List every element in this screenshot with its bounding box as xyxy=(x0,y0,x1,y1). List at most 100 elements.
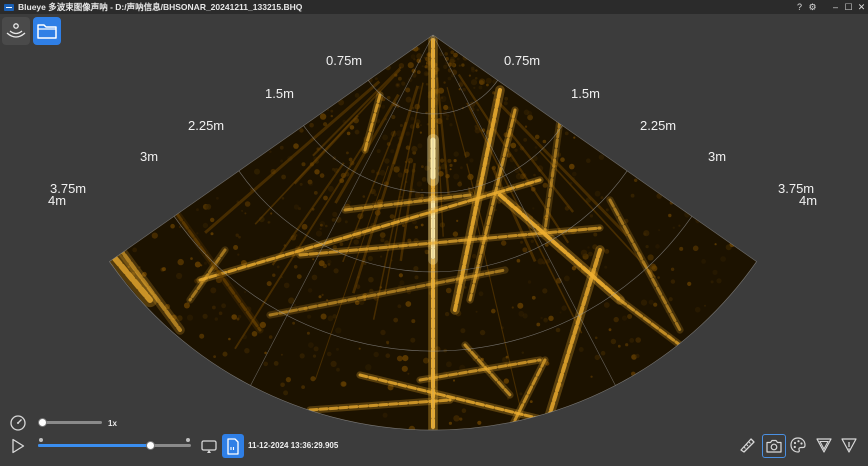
speckle xyxy=(478,85,483,90)
speckle xyxy=(421,188,423,191)
speckle xyxy=(600,196,604,200)
record-button[interactable] xyxy=(222,434,244,458)
speckle xyxy=(221,303,227,309)
gain-button[interactable] xyxy=(815,436,833,454)
speckle xyxy=(687,281,692,286)
close-button[interactable]: ✕ xyxy=(857,1,866,12)
speckle xyxy=(386,340,390,344)
speckle xyxy=(380,255,383,258)
settings-icon[interactable]: ⚙ xyxy=(808,1,817,12)
loop-button[interactable] xyxy=(200,437,218,455)
minimize-button[interactable]: – xyxy=(832,2,838,12)
play-button[interactable] xyxy=(10,437,26,455)
speckle xyxy=(542,288,548,294)
speckle xyxy=(321,293,324,296)
speckle xyxy=(545,361,550,366)
speckle xyxy=(653,302,658,307)
speckle xyxy=(458,180,462,184)
speckle xyxy=(251,331,258,337)
speckle-streak xyxy=(468,187,522,410)
speckle-streak xyxy=(352,121,408,294)
speckle xyxy=(444,52,449,56)
speckle xyxy=(410,54,416,60)
speckle xyxy=(320,313,327,320)
speckle xyxy=(594,336,598,340)
speckle xyxy=(327,315,334,322)
speckle xyxy=(447,76,452,81)
speckle xyxy=(196,208,199,212)
speckle xyxy=(647,254,654,261)
speckle xyxy=(348,157,353,162)
speckle xyxy=(235,233,239,237)
speckle xyxy=(520,240,524,244)
open-file-button[interactable] xyxy=(33,17,61,45)
speckle xyxy=(396,130,403,137)
speckle xyxy=(479,80,484,85)
progress-end-marker xyxy=(186,438,190,442)
speed-slider-track[interactable] xyxy=(40,421,102,424)
measure-button[interactable] xyxy=(738,436,756,454)
screenshot-button[interactable] xyxy=(762,434,786,458)
speckle xyxy=(449,123,453,127)
speckle xyxy=(338,99,345,106)
speckle xyxy=(572,171,577,177)
speckle xyxy=(629,338,635,343)
progress-start-marker xyxy=(39,438,43,442)
speckle xyxy=(395,82,401,88)
speckle xyxy=(446,361,452,368)
speckle xyxy=(605,208,609,212)
speckle xyxy=(531,295,536,300)
speckle xyxy=(376,149,381,154)
speckle xyxy=(474,125,478,129)
speckle xyxy=(456,219,459,222)
speckle xyxy=(440,96,444,100)
progress-thumb[interactable] xyxy=(145,441,155,450)
speckle xyxy=(330,109,334,113)
speckle xyxy=(425,56,430,62)
speckle xyxy=(594,354,600,361)
speckle xyxy=(621,315,628,321)
speckle xyxy=(587,246,590,249)
speckle xyxy=(532,207,535,210)
help-icon[interactable]: ? xyxy=(796,2,802,12)
speckle xyxy=(503,378,509,384)
speckle xyxy=(442,110,448,116)
speckle xyxy=(592,244,598,250)
sonar-connect-button[interactable] xyxy=(2,17,30,45)
speckle xyxy=(461,63,465,67)
sonar-speckle xyxy=(110,45,735,431)
speckle xyxy=(267,221,270,224)
filter-button[interactable] xyxy=(840,436,858,454)
speckle xyxy=(564,275,570,282)
speckle-streak xyxy=(538,150,656,278)
bearing-line xyxy=(432,34,757,262)
maximize-button[interactable]: ☐ xyxy=(844,1,853,12)
speckle xyxy=(381,104,386,109)
speckle xyxy=(449,168,452,171)
speckle xyxy=(527,114,533,121)
palette-button[interactable] xyxy=(789,436,807,454)
speckle xyxy=(264,351,267,355)
speckle xyxy=(276,265,280,269)
speckle xyxy=(346,131,351,136)
speckle xyxy=(358,347,361,350)
cross-echo xyxy=(308,398,452,412)
speckle xyxy=(522,247,528,253)
speckle xyxy=(445,287,452,294)
speckle xyxy=(386,96,391,100)
speckle xyxy=(405,96,412,103)
speckle xyxy=(514,148,518,152)
speckle xyxy=(477,420,482,425)
speckle xyxy=(325,224,328,228)
speed-gauge-button[interactable] xyxy=(9,414,27,432)
speckle xyxy=(362,195,366,198)
cross-echo xyxy=(498,193,622,302)
speckle xyxy=(386,342,389,345)
speckle xyxy=(327,263,331,266)
speckle xyxy=(132,247,138,253)
speckle xyxy=(293,204,299,210)
speckle xyxy=(704,304,706,307)
speckle xyxy=(411,146,418,153)
speed-slider-thumb[interactable] xyxy=(38,418,47,427)
speckle xyxy=(523,138,528,142)
